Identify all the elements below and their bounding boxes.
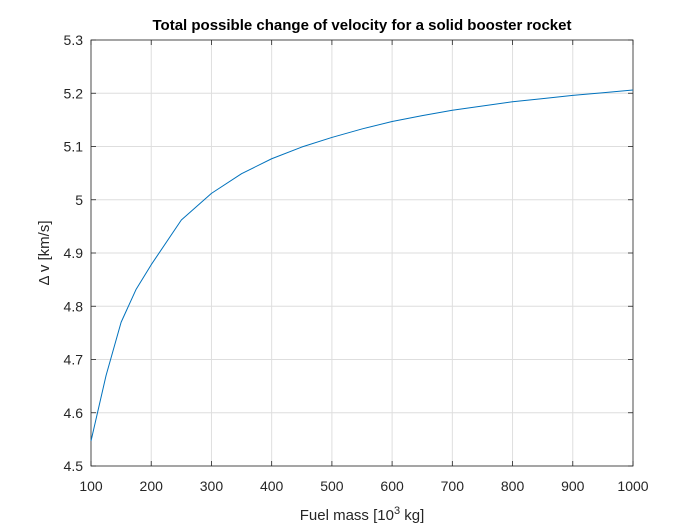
y-tick-label: 5.3 <box>64 32 84 48</box>
x-tick-label: 900 <box>561 478 585 494</box>
y-tick-label: 5 <box>75 192 83 208</box>
y-tick-label: 4.6 <box>64 405 84 421</box>
x-tick-label: 500 <box>320 478 344 494</box>
x-tick-label: 800 <box>501 478 525 494</box>
y-tick-label: 5.2 <box>64 85 84 101</box>
x-tick-label: 200 <box>140 478 164 494</box>
chart-title: Total possible change of velocity for a … <box>153 17 572 34</box>
x-tick-label: 100 <box>79 478 103 494</box>
x-axis-label-main: Fuel mass [10 <box>300 507 394 524</box>
tick-marks <box>90 39 634 467</box>
x-axis-label-tail: kg] <box>400 507 424 524</box>
x-tick-label: 300 <box>200 478 224 494</box>
y-tick-label: 4.7 <box>64 352 84 368</box>
series-layer <box>90 89 634 442</box>
x-tick-label: 1000 <box>617 478 648 494</box>
x-tick-label: 600 <box>380 478 404 494</box>
x-axis-label-exponent: 3 <box>394 505 400 517</box>
y-tick-label: 4.8 <box>64 298 84 314</box>
x-tick-label: 700 <box>441 478 465 494</box>
y-tick-label: 4.5 <box>64 458 84 474</box>
y-tick-label: 4.9 <box>64 245 84 261</box>
series-line <box>90 89 634 442</box>
x-tick-label: 400 <box>260 478 284 494</box>
y-axis-label: Δ v [km/s] <box>36 220 53 285</box>
tick-labels: 100 200 300 400 500 600 700 800 900 1000 4.5 4.6 4.7… <box>64 32 649 494</box>
y-tick-label: 5.1 <box>64 139 84 155</box>
x-axis-label: Fuel mass [103 kg] <box>300 505 425 524</box>
